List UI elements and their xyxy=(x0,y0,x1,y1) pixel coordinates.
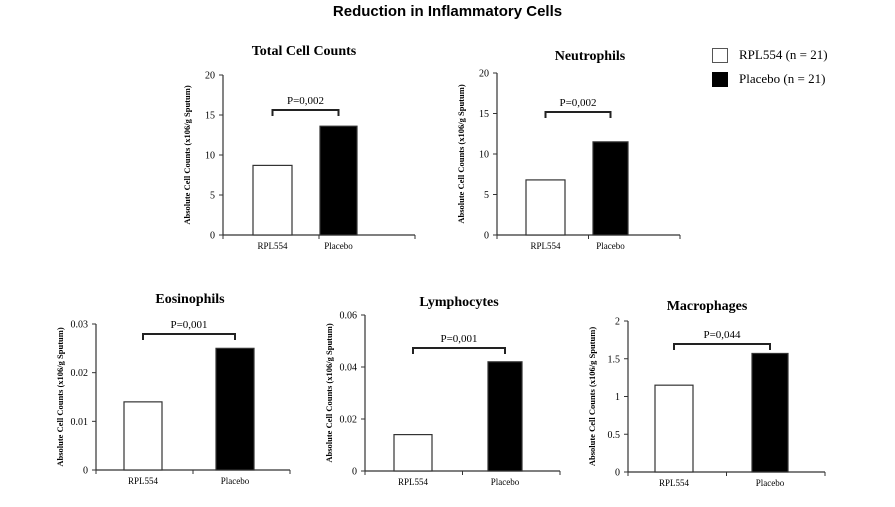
y-axis-label: Absolute Cell Counts (x106/g Sputum) xyxy=(587,327,597,466)
x-tick-label: RPL554 xyxy=(257,241,288,251)
bar-rpl554 xyxy=(525,179,566,236)
significance-bracket xyxy=(142,333,236,340)
significance-bracket xyxy=(412,347,506,354)
p-value-annotation: P=0,001 xyxy=(170,319,207,331)
significance-bracket xyxy=(544,111,612,118)
bar-rpl554 xyxy=(123,401,163,471)
figure-title: Reduction in Inflammatory Cells xyxy=(332,3,563,20)
legend-item-placebo: Placebo (n = 21) xyxy=(712,71,825,87)
x-tick-label: Placebo xyxy=(596,241,625,251)
chart-title: Lymphocytes xyxy=(419,295,499,310)
p-value-annotation: P=0,002 xyxy=(559,97,596,109)
y-tick-label: 1.5 xyxy=(608,354,621,365)
bar-rpl554 xyxy=(252,164,293,236)
bar-placebo xyxy=(751,352,789,473)
chart-title: Macrophages xyxy=(667,299,748,314)
x-tick-label: Placebo xyxy=(756,478,785,488)
y-tick-label: 0.01 xyxy=(71,417,89,428)
legend-swatch-black xyxy=(712,71,728,87)
y-tick-label: 5 xyxy=(210,191,215,202)
y-tick-label: 10 xyxy=(205,151,215,162)
chart-title: Total Cell Counts xyxy=(252,44,357,59)
y-axis-label: Absolute Cell Counts (x106/g Sputum) xyxy=(55,327,65,466)
p-value-annotation: P=0,001 xyxy=(440,333,477,345)
p-value-annotation: P=0,002 xyxy=(287,95,324,107)
significance-bracket xyxy=(673,343,771,350)
bar-rpl554 xyxy=(654,384,694,473)
chart-title: Neutrophils xyxy=(555,49,626,64)
y-tick-label: 2 xyxy=(615,317,620,328)
y-axis-label: Absolute Cell Counts (x106/g Sputum) xyxy=(456,84,466,223)
y-tick-label: 0.02 xyxy=(340,415,358,426)
bar-placebo xyxy=(592,141,629,236)
x-tick-label: Placebo xyxy=(324,241,353,251)
y-tick-label: 0.02 xyxy=(71,368,89,379)
y-tick-label: 15 xyxy=(205,111,215,122)
y-tick-label: 0 xyxy=(484,231,489,242)
chart-title: Eosinophils xyxy=(155,292,225,307)
legend-swatch-white xyxy=(712,47,728,63)
legend-item-rpl554: RPL554 (n = 21) xyxy=(712,47,828,63)
y-tick-label: 10 xyxy=(479,150,489,161)
significance-bracket xyxy=(271,109,340,116)
y-axis-label: Absolute Cell Counts (x106/g Sputum) xyxy=(324,323,334,462)
y-tick-label: 0 xyxy=(615,468,620,479)
y-tick-label: 0.06 xyxy=(340,311,358,322)
y-tick-label: 0 xyxy=(352,467,357,478)
y-tick-label: 0.04 xyxy=(340,363,358,374)
y-axis-label: Absolute Cell Counts (x106/g Sputum) xyxy=(182,85,192,224)
legend-label: RPL554 (n = 21) xyxy=(739,47,828,62)
legend-label: Placebo (n = 21) xyxy=(739,71,826,86)
y-tick-label: 5 xyxy=(484,190,489,201)
y-tick-label: 15 xyxy=(479,109,489,120)
x-tick-label: RPL554 xyxy=(659,478,690,488)
y-tick-label: 1 xyxy=(615,392,620,403)
x-tick-label: RPL554 xyxy=(398,477,429,487)
y-tick-label: 0.5 xyxy=(608,430,621,441)
x-tick-label: Placebo xyxy=(221,476,250,486)
x-tick-label: Placebo xyxy=(491,477,520,487)
y-tick-label: 0 xyxy=(210,231,215,242)
y-tick-label: 0.03 xyxy=(71,320,89,331)
bar-rpl554 xyxy=(393,434,433,472)
bar-placebo xyxy=(487,361,523,472)
x-tick-label: RPL554 xyxy=(128,476,159,486)
bar-placebo xyxy=(319,125,358,236)
bar-placebo xyxy=(215,347,255,471)
y-tick-label: 20 xyxy=(479,69,489,80)
y-tick-label: 0 xyxy=(83,466,88,477)
p-value-annotation: P=0,044 xyxy=(703,329,741,341)
x-tick-label: RPL554 xyxy=(530,241,561,251)
y-tick-label: 20 xyxy=(205,71,215,82)
